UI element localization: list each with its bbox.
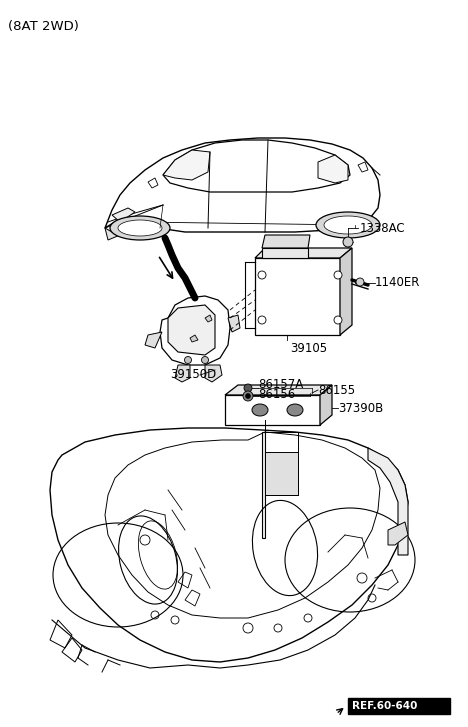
Text: 39150D: 39150D [170, 369, 216, 382]
Polygon shape [205, 315, 212, 322]
Circle shape [243, 391, 253, 401]
Polygon shape [225, 385, 332, 395]
Circle shape [356, 278, 364, 286]
FancyBboxPatch shape [348, 698, 450, 714]
Polygon shape [225, 395, 320, 425]
Polygon shape [105, 138, 380, 232]
Polygon shape [190, 335, 198, 342]
Polygon shape [163, 150, 210, 180]
Polygon shape [175, 365, 190, 382]
Polygon shape [112, 208, 135, 222]
Polygon shape [105, 228, 120, 240]
Polygon shape [318, 155, 348, 183]
Polygon shape [205, 365, 222, 382]
Polygon shape [262, 248, 308, 258]
Circle shape [334, 271, 342, 279]
Polygon shape [388, 522, 408, 545]
Circle shape [246, 393, 250, 398]
Text: 1338AC: 1338AC [360, 222, 406, 235]
Ellipse shape [110, 216, 170, 240]
Text: 1140ER: 1140ER [375, 276, 420, 289]
Ellipse shape [324, 216, 372, 234]
Polygon shape [255, 258, 340, 335]
Text: 37390B: 37390B [338, 401, 383, 414]
Text: (8AT 2WD): (8AT 2WD) [8, 20, 79, 33]
Polygon shape [168, 305, 215, 355]
Polygon shape [145, 332, 162, 348]
Text: 86155: 86155 [318, 384, 355, 396]
Polygon shape [358, 162, 368, 172]
Circle shape [258, 271, 266, 279]
Polygon shape [148, 178, 158, 188]
Ellipse shape [316, 212, 380, 238]
Circle shape [184, 356, 191, 364]
Polygon shape [340, 248, 352, 335]
Circle shape [202, 356, 209, 364]
Polygon shape [50, 428, 408, 662]
Polygon shape [228, 315, 240, 332]
Circle shape [244, 384, 252, 392]
Circle shape [343, 237, 353, 247]
Polygon shape [262, 235, 310, 248]
Ellipse shape [118, 220, 162, 236]
Text: REF.60-640: REF.60-640 [352, 701, 417, 711]
Ellipse shape [252, 404, 268, 416]
Polygon shape [163, 140, 350, 192]
Polygon shape [160, 296, 230, 365]
Circle shape [334, 316, 342, 324]
Polygon shape [320, 385, 332, 425]
Polygon shape [262, 432, 265, 538]
Ellipse shape [287, 404, 303, 416]
Text: 86157A: 86157A [258, 379, 303, 392]
Text: 86156: 86156 [258, 388, 295, 401]
Circle shape [258, 316, 266, 324]
Text: 39105: 39105 [290, 342, 327, 355]
Polygon shape [368, 448, 408, 555]
Polygon shape [265, 452, 298, 495]
Polygon shape [255, 248, 352, 258]
